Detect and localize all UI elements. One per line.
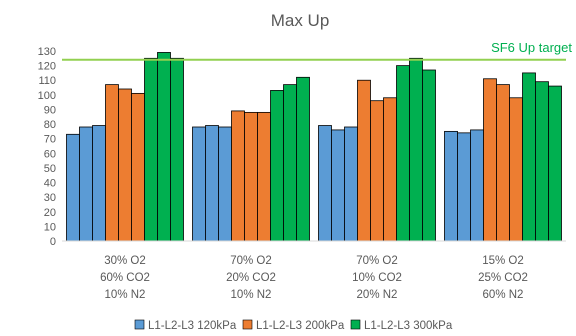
legend-swatch bbox=[242, 319, 253, 330]
y-tick-label: 120 bbox=[38, 61, 56, 73]
bars bbox=[66, 52, 562, 242]
x-axis: 30% O2 60% CO2 10% N2 70% O2 20% CO2 10% N2 70… bbox=[62, 240, 566, 301]
y-tick-label: 30 bbox=[44, 192, 56, 204]
y-axis: 0 10 20 30 40 50 60 70 80 90 100 110 120 130 bbox=[38, 46, 56, 248]
x-category-label: 60% N2 bbox=[483, 289, 524, 301]
y-tick-label: 60 bbox=[44, 148, 56, 160]
y-tick-label: 80 bbox=[44, 119, 56, 131]
legend: L1-L2-L3 120kPa L1-L2-L3 200kPa L1-L2-L3 3… bbox=[134, 319, 453, 332]
y-tick-label: 50 bbox=[44, 163, 56, 175]
y-tick-label: 10 bbox=[44, 221, 56, 233]
bar bbox=[396, 65, 410, 242]
y-tick-label: 0 bbox=[50, 236, 56, 248]
bar bbox=[522, 72, 536, 242]
bar bbox=[357, 79, 371, 242]
bar bbox=[296, 76, 310, 242]
bar bbox=[205, 125, 219, 242]
x-category-label: 10% N2 bbox=[231, 289, 272, 301]
bar bbox=[444, 130, 458, 242]
legend-swatch bbox=[134, 319, 145, 330]
y-tick-label: 40 bbox=[44, 178, 56, 190]
bar bbox=[257, 111, 271, 242]
bar bbox=[66, 133, 80, 242]
x-category-label: 70% O2 bbox=[356, 255, 398, 267]
x-category-label: 70% O2 bbox=[230, 255, 272, 267]
y-tick-label: 100 bbox=[38, 90, 56, 102]
bar bbox=[170, 57, 184, 242]
bar bbox=[283, 84, 297, 242]
x-category-label: 10% CO2 bbox=[352, 272, 402, 284]
y-tick-label: 110 bbox=[38, 75, 56, 87]
bar bbox=[192, 126, 206, 242]
bar bbox=[144, 57, 158, 242]
bar bbox=[157, 52, 171, 242]
bar bbox=[218, 126, 232, 242]
bar bbox=[483, 78, 497, 242]
target-line-label: SF6 Up target bbox=[491, 40, 572, 55]
bar bbox=[331, 129, 345, 242]
x-category-label: 20% CO2 bbox=[226, 272, 276, 284]
bar bbox=[535, 81, 549, 242]
bar bbox=[244, 111, 258, 242]
x-category-label: 30% O2 bbox=[104, 255, 146, 267]
target-line-group: SF6 Up target bbox=[62, 40, 572, 61]
x-category-label: 15% O2 bbox=[482, 255, 524, 267]
y-tick-label: 20 bbox=[44, 207, 56, 219]
x-category-label: 10% N2 bbox=[105, 289, 146, 301]
bar bbox=[105, 84, 119, 242]
legend-swatch bbox=[350, 319, 361, 330]
legend-label: L1-L2-L3 120kPa bbox=[148, 320, 237, 332]
bar bbox=[383, 97, 397, 242]
x-category-label: 20% N2 bbox=[357, 289, 398, 301]
bar bbox=[509, 97, 523, 242]
bar bbox=[131, 92, 145, 242]
bar bbox=[118, 88, 132, 242]
bar bbox=[79, 126, 93, 242]
bar bbox=[231, 110, 245, 242]
chart-title: Max Up bbox=[271, 11, 330, 30]
x-category-label: 60% CO2 bbox=[100, 272, 150, 284]
bar bbox=[318, 125, 332, 242]
bar bbox=[422, 69, 436, 242]
y-tick-label: 70 bbox=[44, 134, 56, 146]
bar bbox=[92, 125, 106, 242]
bar bbox=[457, 132, 471, 242]
bar bbox=[270, 90, 284, 242]
bar bbox=[370, 100, 384, 242]
bar bbox=[409, 57, 423, 242]
bar bbox=[496, 84, 510, 242]
legend-label: L1-L2-L3 300kPa bbox=[364, 320, 453, 332]
y-tick-label: 90 bbox=[44, 104, 56, 116]
y-tick-label: 130 bbox=[38, 46, 56, 58]
legend-label: L1-L2-L3 200kPa bbox=[256, 320, 345, 332]
bar bbox=[344, 126, 358, 242]
bar bbox=[470, 129, 484, 242]
bar bbox=[548, 85, 562, 242]
x-category-label: 25% CO2 bbox=[478, 272, 528, 284]
